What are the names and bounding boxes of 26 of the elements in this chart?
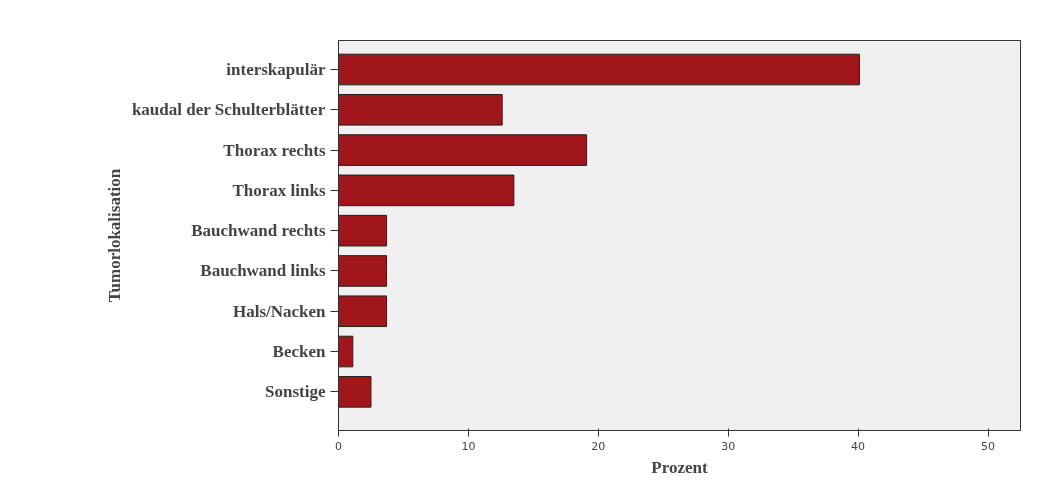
bar [338, 335, 354, 368]
y-tick-label: kaudal der Schulterblätter [131, 100, 326, 120]
x-tick-label: 0 [335, 439, 342, 453]
x-tick-label: 40 [851, 439, 866, 453]
y-tick-label: Bauchwand rechts [191, 221, 326, 241]
x-axis-title: Prozent [651, 457, 708, 477]
bar [338, 255, 388, 287]
bar [338, 214, 388, 247]
x-tick-label: 10 [461, 439, 476, 453]
bar [338, 376, 372, 408]
y-tick-label: Thorax rechts [223, 140, 326, 160]
y-tick-label: Hals/Nacken [232, 301, 327, 321]
y-tick-label: Thorax links [232, 180, 326, 200]
x-tick-label: 30 [721, 439, 736, 453]
y-tick-label: Bauchwand links [200, 261, 326, 281]
bar [338, 174, 515, 207]
y-tick-label: Becken [272, 342, 327, 362]
x-tick-label: 20 [591, 439, 606, 453]
bar [338, 134, 588, 166]
y-axis-title: Tumorlokalisation [104, 168, 124, 303]
y-tick-label: interskapulär [226, 60, 326, 80]
x-tick-label: 50 [981, 439, 996, 453]
bar [338, 53, 860, 86]
bar [338, 93, 503, 126]
bar [338, 295, 388, 328]
y-tick-label: Sonstige [265, 382, 326, 402]
